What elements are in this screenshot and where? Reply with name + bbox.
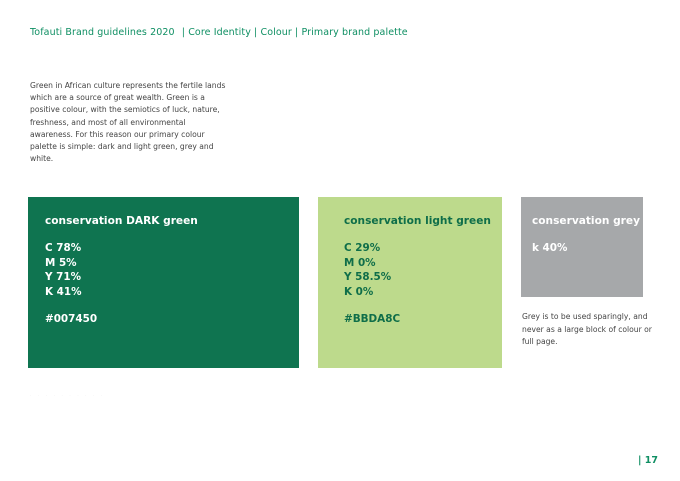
grey-usage-note: Grey is to be used sparingly, and never … [522,312,652,346]
swatch-grey-key: k 40% [532,242,568,254]
swatch-dark-green-magenta: M 5% [45,256,77,269]
swatch-light-green-hex: #BBDA8C [344,313,401,325]
breadcrumb-header: Tofauti Brand guidelines 2020 | Core Ide… [30,27,408,38]
swatch-light-green-title: conservation light green [344,215,491,227]
swatch-grey: conservation grey k 40% [521,197,643,297]
swatch-grey-title: conservation grey [532,215,640,227]
swatch-light-green-yellow: Y 58.5% [344,271,392,283]
document-title: Tofauti Brand guidelines 2020 [30,27,175,38]
swatch-dark-green-cyan: C 78% [45,242,82,254]
swatch-light-green-magenta: M 0% [344,256,376,269]
breadcrumb-core-identity: | Core Identity [181,27,251,38]
swatch-dark-green-key: K 41% [45,285,82,298]
swatch-dark-green-yellow: Y 71% [45,271,82,283]
swatch-dark-green-hex: #007450 [45,313,98,325]
breadcrumb-colour: | Colour [254,27,292,38]
swatch-dark-green: conservation DARK green C 78% M 5% Y 71%… [28,197,299,368]
breadcrumb-primary-palette: | Primary brand palette [295,27,408,38]
page-number: | 17 [638,455,658,466]
swatch-light-green: conservation light green C 29% M 0% Y 58… [318,197,502,368]
swatch-dark-green-title: conservation DARK green [45,215,198,227]
faint-footnote: · · · · · · · · · · [30,393,106,397]
intro-paragraph: Green in African culture represents the … [30,81,226,164]
swatch-light-green-key: K 0% [344,285,374,298]
swatch-light-green-cyan: C 29% [344,242,381,254]
